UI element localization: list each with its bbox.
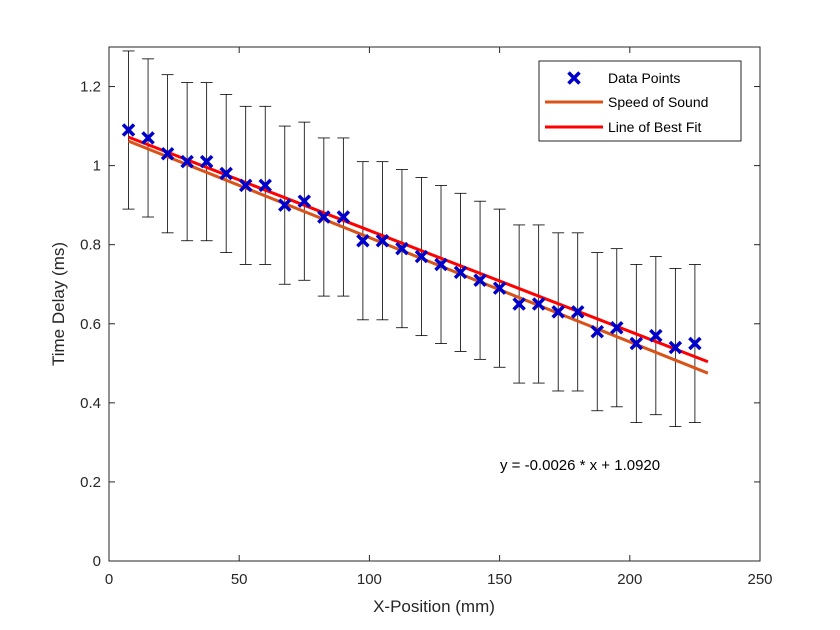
x-tick-label: 50	[231, 571, 248, 588]
data-point	[336, 210, 351, 224]
marker-stroke-b	[297, 194, 312, 208]
equation-annotation: y = -0.0026 * x + 1.0920	[500, 457, 660, 474]
y-tick-label: 0.2	[80, 474, 101, 491]
x-tick-label: 100	[357, 571, 382, 588]
data-point	[512, 297, 526, 311]
marker-stroke-b	[531, 297, 546, 311]
data-point	[297, 194, 312, 208]
marker-stroke-b	[258, 178, 272, 193]
data-point	[258, 178, 272, 193]
marker-stroke-b	[180, 154, 194, 169]
data-point	[570, 305, 585, 319]
marker-stroke-b	[238, 178, 253, 193]
data-point	[551, 305, 565, 319]
x-tick-label: 200	[617, 571, 642, 588]
marker-stroke-b	[590, 324, 604, 339]
data-point	[629, 336, 644, 351]
marker-stroke-b	[121, 123, 136, 137]
data-point	[375, 234, 390, 248]
data-point-markers	[121, 123, 702, 355]
marker-stroke-b	[570, 305, 585, 319]
y-tick-label: 0.6	[80, 316, 101, 333]
y-tick-label: 1.2	[80, 79, 101, 96]
speed-of-sound-line	[127, 139, 709, 375]
y-tick-label: 1	[93, 158, 101, 175]
data-point	[434, 257, 448, 272]
data-point	[141, 131, 155, 145]
marker-stroke-b	[375, 234, 390, 248]
marker-stroke-b	[317, 210, 331, 224]
data-point	[199, 154, 214, 169]
marker-stroke-b	[668, 340, 683, 355]
marker-stroke-b	[567, 71, 581, 85]
x-tick-label: 150	[487, 571, 512, 588]
data-point	[668, 340, 683, 355]
y-axis-ticks: 0 0.2 0.4 0.6 0.8 1 1.2	[80, 79, 760, 570]
x-tick-label: 0	[105, 571, 113, 588]
data-point	[356, 234, 370, 248]
marker-stroke-b	[551, 305, 565, 319]
legend: Data Points Speed of Sound Line of Best …	[538, 60, 742, 142]
marker-stroke-b	[414, 249, 429, 264]
data-point	[610, 320, 624, 335]
data-point	[180, 154, 194, 169]
data-point	[688, 336, 702, 351]
marker-stroke-b	[492, 281, 507, 295]
x-axis-title: X-Position (mm)	[373, 597, 495, 616]
data-point	[649, 328, 663, 343]
marker-stroke-b	[473, 273, 487, 288]
data-point	[590, 324, 604, 339]
marker-stroke-b	[219, 166, 233, 181]
x-tick-label: 250	[747, 571, 772, 588]
data-point	[395, 241, 409, 256]
marker-stroke-b	[649, 328, 663, 343]
marker-stroke-b	[512, 297, 526, 311]
legend-label-speed-of-sound: Speed of Sound	[608, 94, 708, 110]
data-point	[453, 265, 468, 280]
y-tick-label: 0.4	[80, 395, 101, 412]
data-point	[278, 198, 292, 212]
data-point	[238, 178, 253, 193]
legend-label-best-fit: Line of Best Fit	[608, 119, 701, 135]
marker-stroke-b	[336, 210, 351, 224]
x-axis-ticks: 0 50 100 150 200 250	[105, 47, 773, 588]
data-point	[317, 210, 331, 224]
legend-label-data-points: Data Points	[608, 70, 680, 86]
y-tick-label: 0	[93, 553, 101, 570]
marker-stroke-b	[278, 198, 292, 212]
marker-stroke-b	[629, 336, 644, 351]
marker-stroke-b	[434, 257, 448, 272]
data-point	[219, 166, 233, 181]
marker-stroke-b	[688, 336, 702, 351]
data-point	[492, 281, 507, 295]
y-tick-label: 0.8	[80, 237, 101, 254]
marker-stroke-b	[453, 265, 468, 280]
marker-stroke-b	[199, 154, 214, 169]
legend-marker-data-points	[567, 71, 581, 85]
data-point	[121, 123, 136, 137]
marker-stroke-b	[356, 234, 370, 248]
plot-frame	[108, 46, 761, 562]
legend-marker	[567, 71, 581, 85]
marker-stroke-b	[610, 320, 624, 335]
data-point	[414, 249, 429, 264]
y-axis-title: Time Delay (ms)	[49, 242, 68, 366]
marker-stroke-b	[141, 131, 155, 145]
data-point	[531, 297, 546, 311]
marker-stroke-b	[395, 241, 409, 256]
data-point	[473, 273, 487, 288]
data-point	[160, 147, 175, 161]
marker-stroke-b	[160, 147, 175, 161]
